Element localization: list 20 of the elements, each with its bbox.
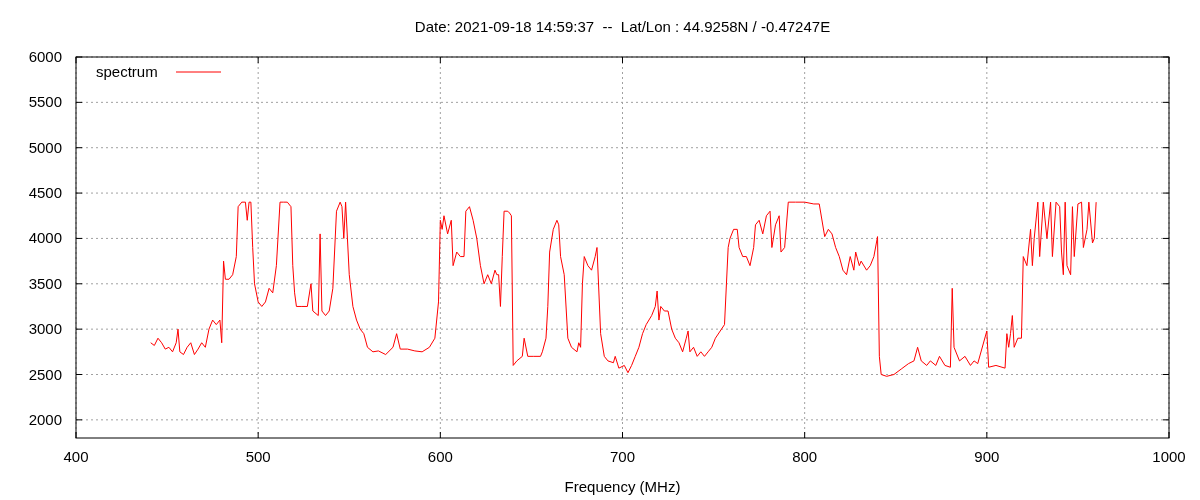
legend-label: spectrum <box>96 63 158 80</box>
y-tick-label: 6000 <box>28 48 62 65</box>
x-tick-label: 800 <box>792 448 818 465</box>
y-tick-label: 3500 <box>28 274 62 292</box>
x-axis-title: Frequency (MHz) <box>564 478 681 495</box>
x-tick-label: 500 <box>245 448 271 465</box>
x-tick-label: 400 <box>63 448 89 465</box>
line-series <box>150 201 1097 377</box>
x-tick-label: 600 <box>427 448 453 465</box>
chart-title: Date: 2021-09-18 14:59:37 -- Lat/Lon : 44.9258N / -0.47247E <box>414 18 831 35</box>
y-tick-label: 4000 <box>28 229 62 247</box>
y-tick-label: 2000 <box>28 410 62 428</box>
x-tick-label: 700 <box>609 448 636 465</box>
y-tick-label: 5500 <box>28 93 62 111</box>
y-tick-label: 3000 <box>28 320 62 338</box>
x-tick-label: 1000 <box>1152 448 1186 465</box>
x-tick-label: 900 <box>974 448 1000 465</box>
y-tick-label: 4500 <box>28 184 62 202</box>
y-tick-label: 2500 <box>28 365 62 383</box>
y-tick-label: 5000 <box>28 138 62 156</box>
